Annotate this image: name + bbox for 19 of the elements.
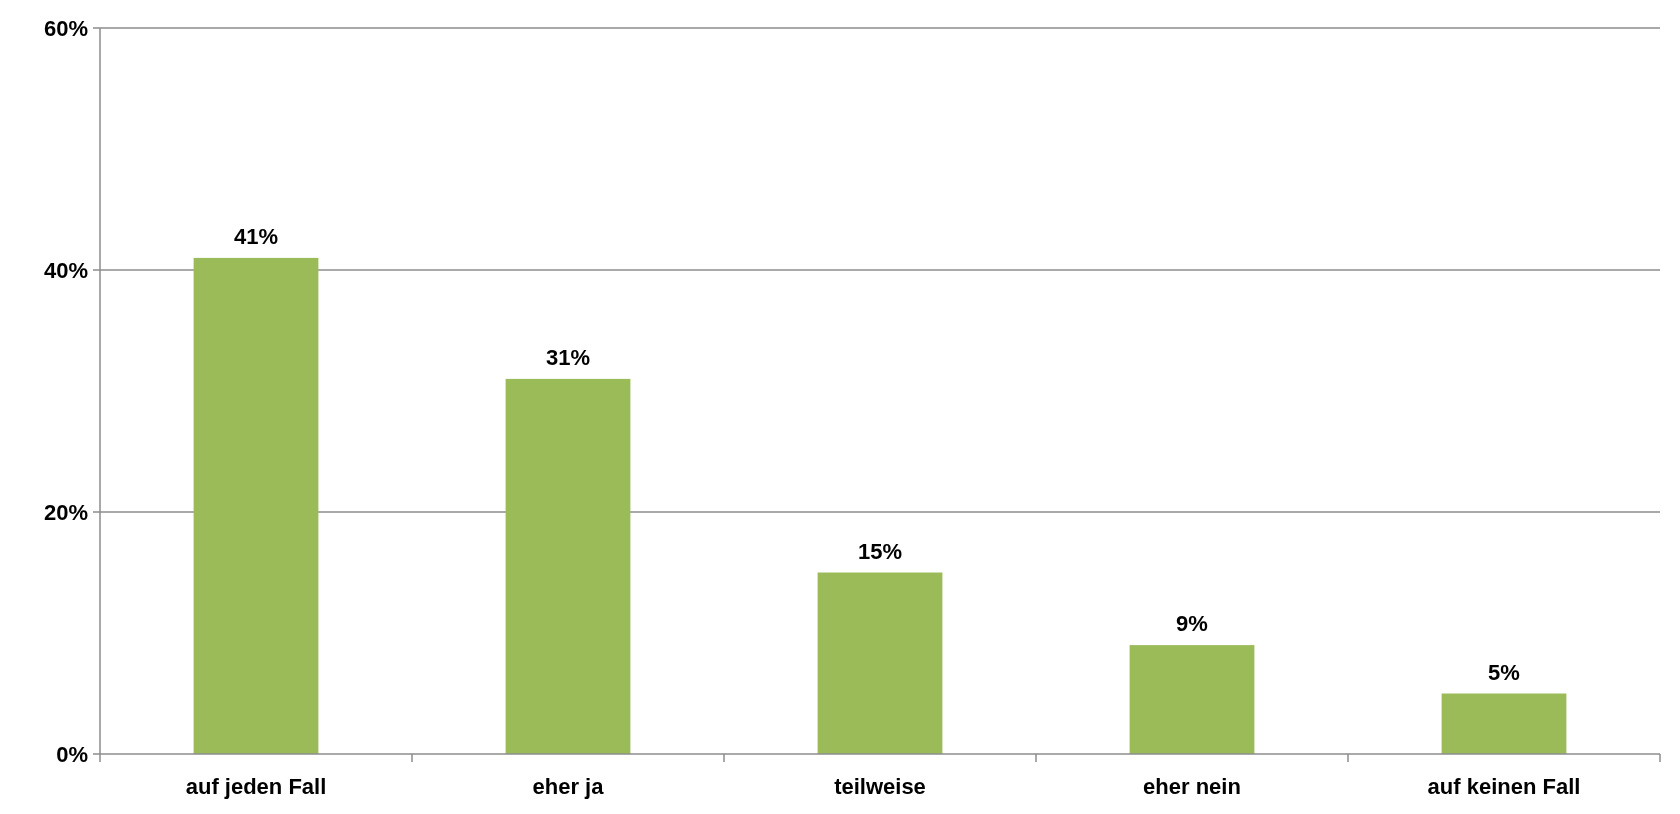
bar [1441,693,1567,754]
x-tick-label: auf jeden Fall [185,774,327,799]
data-label: 31% [545,344,591,370]
data-label: 41% [233,223,279,249]
y-tick-label: 60% [43,15,88,41]
y-tick-label: 20% [43,499,88,525]
x-tick-label: eher nein [1143,774,1241,799]
bar [505,378,631,754]
y-tick-label: 0% [56,741,88,767]
y-tick-label: 40% [43,257,88,283]
x-tick-label: teilweise [834,774,926,799]
x-tick-label: eher ja [532,774,605,799]
data-label: 9% [1176,611,1208,637]
bar [193,257,319,754]
data-label: 15% [857,538,903,564]
x-tick-label: auf keinen Fall [1427,774,1581,799]
data-label: 5% [1488,659,1520,685]
bar [1129,645,1255,754]
bar [817,572,943,754]
